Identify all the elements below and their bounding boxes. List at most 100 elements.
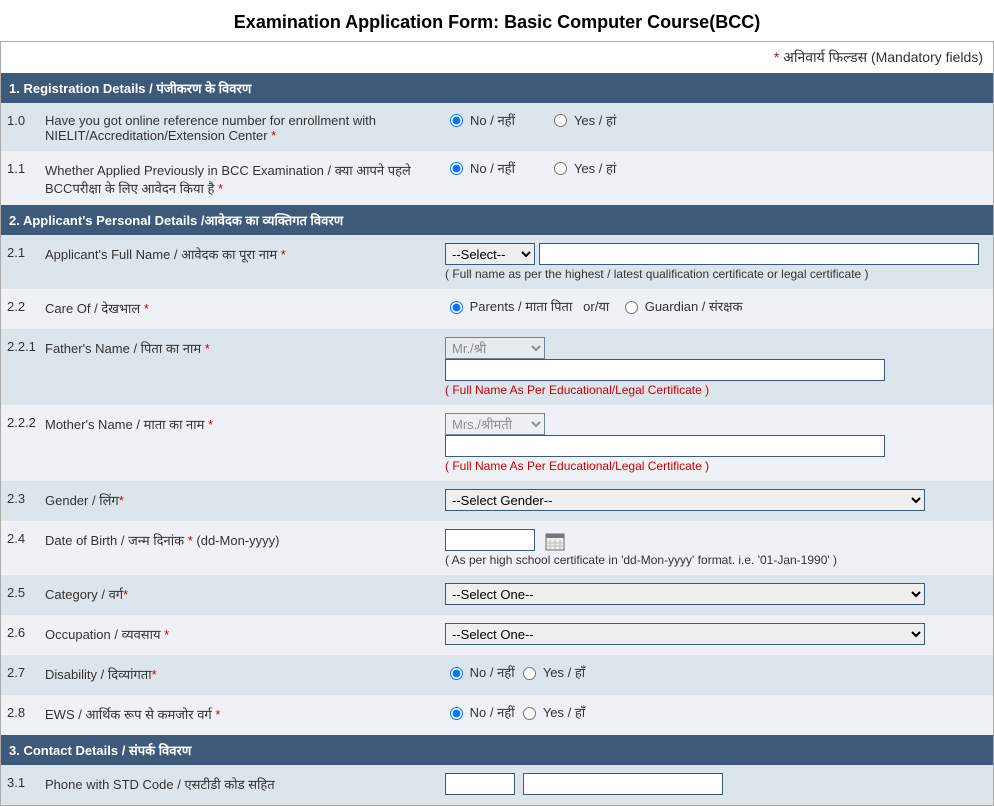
asterisk: * [218, 181, 223, 196]
hint-2-1: ( Full name as per the highest / latest … [445, 267, 987, 281]
label-text: Care Of / देखभाल [45, 301, 144, 316]
row-2-6: 2.6 Occupation / व्यवसाय * --Select One-… [1, 615, 993, 655]
asterisk: * [215, 707, 220, 722]
or-label: or/या [583, 299, 609, 314]
radio-guardian[interactable] [625, 301, 638, 314]
field-2-6: --Select One-- [445, 623, 987, 645]
row-num: 2.6 [7, 623, 45, 640]
dob-input[interactable] [445, 529, 535, 551]
row-num: 2.1 [7, 243, 45, 260]
row-2-1: 2.1 Applicant's Full Name / आवेदक का पूर… [1, 235, 993, 289]
radio-yes[interactable] [523, 667, 536, 680]
radio-no[interactable] [450, 162, 463, 175]
std-code-input[interactable] [445, 773, 515, 795]
field-2-2-1: Mr./श्री ( Full Name As Per Educational/… [445, 337, 987, 397]
radio-no[interactable] [450, 667, 463, 680]
radio-no[interactable] [450, 114, 463, 127]
row-label: Phone with STD Code / एसटीडी कोड सहित [45, 773, 445, 793]
row-1-0: 1.0 Have you got online reference number… [1, 103, 993, 151]
asterisk: * [164, 627, 169, 642]
asterisk: * [281, 247, 286, 262]
asterisk: * [123, 587, 128, 602]
field-2-1: --Select-- ( Full name as per the highes… [445, 243, 987, 281]
row-label: Category / वर्ग* [45, 583, 445, 603]
radio-guardian-label: Guardian / संरक्षक [645, 299, 743, 314]
radio-yes-label: Yes / हां [574, 159, 616, 177]
row-num: 1.1 [7, 159, 45, 176]
row-num: 1.0 [7, 111, 45, 128]
radio-yes-label: Yes / हाँ [543, 665, 585, 680]
field-2-2: Parents / माता पिता or/या Guardian / संर… [445, 297, 987, 315]
radio-yes-label: Yes / हां [574, 111, 616, 129]
mandatory-note: * अनिवार्य फिल्डस (Mandatory fields) [1, 42, 993, 73]
hint-2-2-1: ( Full Name As Per Educational/Legal Cer… [445, 383, 987, 397]
field-2-4: ( As per high school certificate in 'dd-… [445, 529, 987, 567]
row-label: Care Of / देखभाल * [45, 297, 445, 317]
row-2-3: 2.3 Gender / लिंग* --Select Gender-- [1, 481, 993, 521]
row-num: 2.2 [7, 297, 45, 314]
father-name-input[interactable] [445, 359, 885, 381]
field-1-1: No / नहीं Yes / हां [445, 159, 987, 177]
field-2-3: --Select Gender-- [445, 489, 987, 511]
row-label: Occupation / व्यवसाय * [45, 623, 445, 643]
radio-yes[interactable] [554, 162, 567, 175]
radio-yes[interactable] [554, 114, 567, 127]
asterisk: * [208, 417, 213, 432]
radio-no-label: No / नहीं [470, 159, 515, 177]
label-text: Mother's Name / माता का नाम [45, 417, 208, 432]
label-text: Applicant's Full Name / आवेदक का पूरा ना… [45, 247, 281, 262]
hint-2-4: ( As per high school certificate in 'dd-… [445, 553, 987, 567]
row-num: 2.4 [7, 529, 45, 546]
mandatory-text: अनिवार्य फिल्डस (Mandatory fields) [783, 49, 983, 65]
full-name-input[interactable] [539, 243, 979, 265]
radio-no[interactable] [450, 707, 463, 720]
row-num: 2.8 [7, 703, 45, 720]
asterisk: * [119, 493, 124, 508]
name-title-select[interactable]: --Select-- [445, 243, 535, 265]
section-1-header: 1. Registration Details / पंजीकरण के विव… [1, 73, 993, 103]
field-1-0: No / नहीं Yes / हां [445, 111, 987, 129]
label-suffix: (dd-Mon-yyyy) [193, 533, 280, 548]
label-text: Date of Birth / जन्म दिनांक [45, 533, 188, 548]
radio-parents-label: Parents / माता पिता [470, 299, 573, 314]
field-2-5: --Select One-- [445, 583, 987, 605]
label-text: Disability / दिव्यांगता [45, 667, 152, 682]
row-label: Gender / लिंग* [45, 489, 445, 509]
label-text: Category / वर्ग [45, 587, 123, 602]
row-label: Mother's Name / माता का नाम * [45, 413, 445, 433]
asterisk: * [271, 128, 276, 143]
label-text: EWS / आर्थिक रूप से कमजोर वर्ग [45, 707, 215, 722]
asterisk: * [205, 341, 210, 356]
row-label: EWS / आर्थिक रूप से कमजोर वर्ग * [45, 703, 445, 723]
gender-select[interactable]: --Select Gender-- [445, 489, 925, 511]
row-2-2: 2.2 Care Of / देखभाल * Parents / माता पि… [1, 289, 993, 329]
radio-yes[interactable] [523, 707, 536, 720]
mother-title-select: Mrs./श्रीमती [445, 413, 545, 435]
radio-parents[interactable] [450, 301, 463, 314]
asterisk: * [152, 667, 157, 682]
calendar-icon[interactable] [545, 531, 565, 551]
radio-no-label: No / नहीं [470, 111, 515, 129]
row-2-4: 2.4 Date of Birth / जन्म दिनांक * (dd-Mo… [1, 521, 993, 575]
form-title: Examination Application Form: Basic Comp… [0, 0, 994, 41]
label-text: Whether Applied Previously in BCC Examin… [45, 163, 411, 196]
radio-no-label: No / नहीं [470, 705, 515, 720]
label-text: Gender / लिंग [45, 493, 119, 508]
mother-name-input[interactable] [445, 435, 885, 457]
section-2-header: 2. Applicant's Personal Details /आवेदक क… [1, 205, 993, 235]
section-3-header: 3. Contact Details / संपर्क विवरण [1, 735, 993, 765]
row-2-5: 2.5 Category / वर्ग* --Select One-- [1, 575, 993, 615]
asterisk: * [774, 49, 779, 65]
label-text: Have you got online reference number for… [45, 113, 376, 143]
row-2-2-2: 2.2.2 Mother's Name / माता का नाम * Mrs.… [1, 405, 993, 481]
category-select[interactable]: --Select One-- [445, 583, 925, 605]
phone-input[interactable] [523, 773, 723, 795]
label-text: Occupation / व्यवसाय [45, 627, 164, 642]
occupation-select[interactable]: --Select One-- [445, 623, 925, 645]
row-label: Father's Name / पिता का नाम * [45, 337, 445, 357]
field-3-1 [445, 773, 987, 795]
asterisk: * [144, 301, 149, 316]
field-2-2-2: Mrs./श्रीमती ( Full Name As Per Educatio… [445, 413, 987, 473]
label-text: Phone with STD Code / एसटीडी कोड सहित [45, 777, 275, 792]
row-2-2-1: 2.2.1 Father's Name / पिता का नाम * Mr./… [1, 329, 993, 405]
